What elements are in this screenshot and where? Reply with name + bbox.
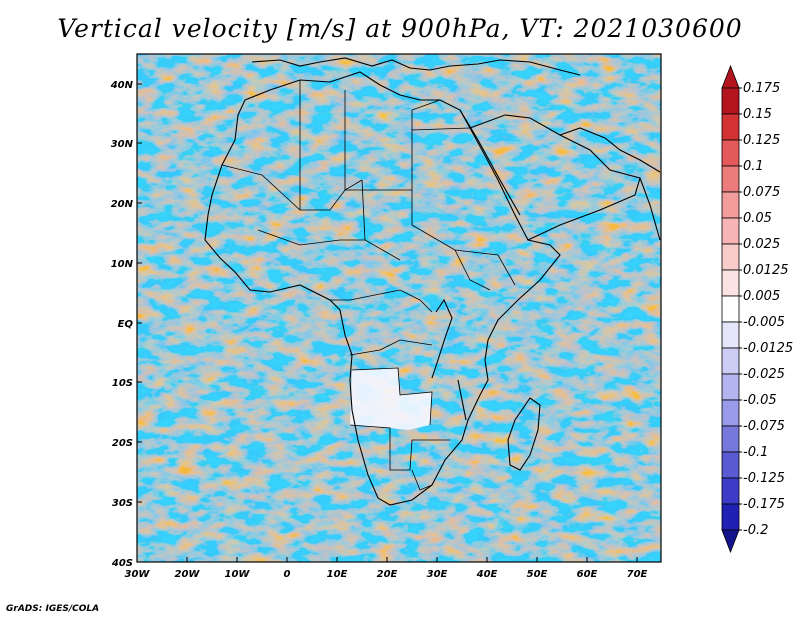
lat-label-10s: 10S [112,378,133,389]
lon-label-10e: 10E [327,569,348,580]
coastlines [204,57,661,506]
tick-marks [137,83,638,562]
lon-label-30e: 30E [427,569,448,580]
colorbar-label: 0.005 [743,289,780,304]
lon-label-20w: 20W [175,569,201,580]
lon-label-40e: 40E [476,569,498,580]
colorbar-label: 0.15 [743,107,772,122]
lat-label-20n: 20N [111,199,134,210]
lon-label-70e: 70E [627,569,648,580]
lat-label-30s: 30S [112,498,133,509]
lon-label-20e: 20E [377,569,398,580]
colorbar-top-arrow [721,64,740,89]
colorbar-label: -0.2 [743,523,768,538]
colorbar-swatch [721,165,740,193]
lat-label-20s: 20S [112,438,133,449]
colorbar-swatch [721,451,740,479]
lat-label-40n: 40N [110,80,134,91]
velocity-field [137,54,661,562]
colorbar-swatch [721,425,740,453]
colorbar-label: 0.025 [743,237,780,252]
longitude-labels: 30W 20W 10W 0 10E 20E 30E 40E 50E 60E 70… [125,569,648,580]
colorbar-swatch [721,347,740,375]
colorbar-label: -0.075 [743,419,785,434]
grads-credit: GrADS: IGES/COLA [6,604,100,614]
colorbar-swatch [721,243,740,271]
map-frame [136,53,662,563]
colorbar-swatch [721,191,740,219]
colorbar-label: 0.05 [743,211,772,226]
colorbar-swatch [721,373,740,401]
colorbar-swatch [721,503,740,531]
colorbar-label: 0.175 [743,81,780,96]
latitude-labels: 40N 30N 20N 10N EQ 10S 20S 30S 40S [110,80,134,569]
colorbar-label: -0.025 [743,367,785,382]
colorbar-swatch [721,139,740,167]
colorbar-swatch [721,217,740,245]
lon-label-0: 0 [284,569,291,580]
colorbar-label: 0.0125 [743,263,789,278]
colorbar-swatch [721,321,740,349]
colorbar-label: -0.0125 [743,341,793,356]
colorbar-label: -0.175 [743,497,785,512]
colorbar-label: -0.125 [743,471,785,486]
lat-label-eq: EQ [118,319,134,330]
lat-label-40s: 40S [111,558,133,569]
colorbar: 0.175 0.15 0.125 0.1 0.075 0.05 0.025 0.0125 0.0… [721,64,793,554]
lon-label-10w: 10W [225,569,251,580]
colorbar-swatch [721,87,740,115]
lon-label-60e: 60E [577,569,598,580]
colorbar-swatch [721,477,740,505]
lon-label-50e: 50E [527,569,548,580]
colorbar-swatch [721,295,740,323]
colorbar-swatch [721,269,740,297]
colorbar-label: -0.05 [743,393,777,408]
colorbar-label: 0.1 [743,159,764,174]
colorbar-swatch [721,113,740,141]
colorbar-label: -0.005 [743,315,785,330]
lat-label-10n: 10N [111,259,134,270]
colorbar-label: -0.1 [743,445,768,460]
lat-label-30n: 30N [111,139,134,150]
colorbar-label: 0.125 [743,133,780,148]
colorbar-label: 0.075 [743,185,780,200]
lon-label-30w: 30W [125,569,151,580]
map-title: Vertical velocity [m/s] at 900hPa, VT: 2… [57,14,743,43]
colorbar-swatch [721,399,740,427]
country-borders [221,80,516,491]
colorbar-bottom-arrow [721,529,740,554]
